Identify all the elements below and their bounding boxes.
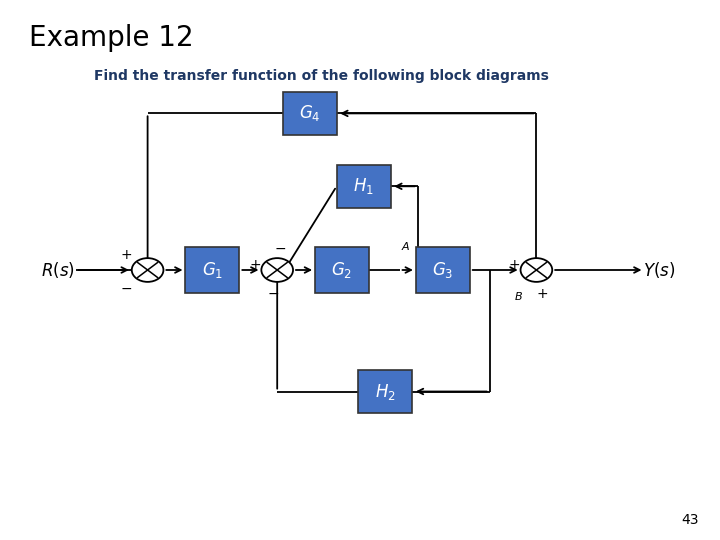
Text: $G_{1}$: $G_{1}$ (202, 260, 223, 280)
Text: Find the transfer function of the following block diagrams: Find the transfer function of the follow… (94, 69, 549, 83)
Text: +: + (509, 258, 521, 272)
Text: $G_{4}$: $G_{4}$ (299, 103, 320, 124)
FancyBboxPatch shape (337, 165, 390, 208)
Text: $G_{2}$: $G_{2}$ (331, 260, 353, 280)
Text: +: + (120, 248, 132, 262)
Circle shape (521, 258, 552, 282)
Text: +: + (250, 258, 261, 272)
Text: $H_{2}$: $H_{2}$ (375, 381, 395, 402)
FancyBboxPatch shape (359, 370, 412, 413)
Text: $G_{3}$: $G_{3}$ (432, 260, 454, 280)
FancyBboxPatch shape (315, 247, 369, 293)
Circle shape (261, 258, 293, 282)
Text: 43: 43 (681, 512, 698, 526)
Text: $Y(s)$: $Y(s)$ (643, 260, 675, 280)
Text: $B$: $B$ (514, 290, 523, 302)
Text: $H_{1}$: $H_{1}$ (354, 176, 374, 197)
Circle shape (132, 258, 163, 282)
Text: −: − (120, 282, 132, 296)
Text: $A$: $A$ (400, 240, 410, 252)
Text: −: − (275, 241, 287, 255)
Text: −: − (268, 287, 279, 301)
Text: $R(s)$: $R(s)$ (41, 260, 74, 280)
FancyBboxPatch shape (186, 247, 239, 293)
FancyBboxPatch shape (283, 92, 337, 135)
Text: Example 12: Example 12 (29, 24, 194, 52)
Text: +: + (536, 287, 548, 301)
FancyBboxPatch shape (416, 247, 469, 293)
